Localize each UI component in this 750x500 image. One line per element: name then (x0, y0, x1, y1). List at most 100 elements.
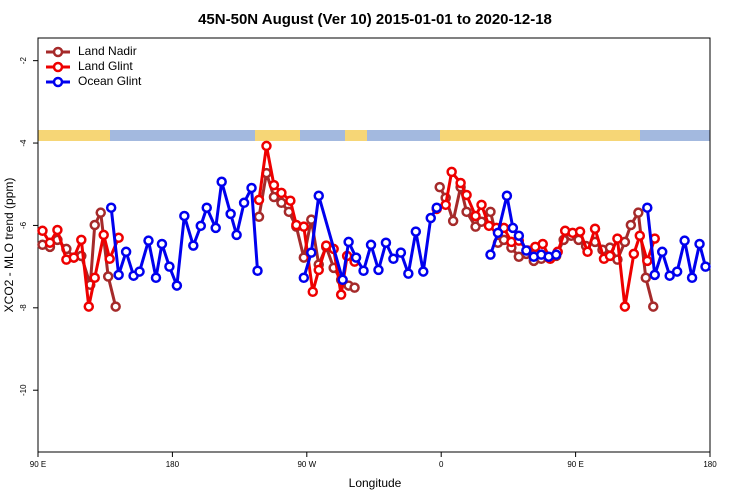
data-point (447, 215, 459, 227)
data-point (225, 208, 236, 220)
data-point (98, 229, 109, 241)
x-tick-label: 90 W (297, 460, 316, 469)
data-point (143, 235, 154, 246)
data-point (461, 206, 472, 218)
data-point (642, 255, 653, 267)
data-point (537, 238, 548, 250)
data-point (513, 230, 525, 241)
x-tick-label: 0 (439, 460, 444, 469)
data-point (501, 190, 513, 202)
data-point (195, 220, 207, 232)
data-point (102, 271, 114, 282)
data-point (253, 194, 265, 206)
data-point (395, 247, 407, 258)
land-band (345, 130, 367, 141)
data-point (365, 239, 377, 251)
data-point (156, 238, 168, 250)
data-point (335, 289, 347, 300)
land-band (440, 130, 640, 141)
data-point (44, 237, 56, 248)
data-point (268, 191, 280, 203)
data-point (201, 202, 212, 213)
land-band (38, 130, 110, 141)
data-point (582, 246, 593, 258)
data-point (298, 272, 310, 283)
data-point (612, 233, 623, 244)
x-tick-label: 90 E (30, 460, 46, 469)
data-point (589, 223, 601, 234)
data-point (648, 301, 659, 312)
data-point (425, 212, 436, 224)
data-point (461, 189, 472, 201)
data-point (231, 229, 242, 241)
x-axis-label: Longitude (349, 476, 402, 490)
data-point (238, 197, 250, 209)
data-point (298, 221, 310, 232)
data-point (268, 179, 280, 191)
data-point (307, 286, 319, 298)
data-point (358, 265, 369, 276)
data-point (642, 202, 653, 213)
x-tick-label: 90 E (567, 460, 583, 469)
data-point (619, 301, 631, 312)
data-point (633, 207, 644, 218)
data-point (550, 249, 562, 260)
data-point (476, 199, 487, 211)
y-tick-label: -2 (19, 57, 28, 65)
data-point (418, 266, 429, 277)
legend-marker (52, 76, 64, 88)
data-point (337, 274, 348, 286)
ocean-band (38, 130, 710, 141)
data-point (104, 253, 115, 265)
data-point (216, 176, 227, 188)
data-point (276, 197, 287, 209)
y-tick-label: -6 (19, 221, 28, 229)
data-point (306, 247, 317, 258)
data-point (485, 206, 496, 218)
data-point (253, 211, 265, 223)
y-tick-label: -8 (19, 304, 28, 312)
legend-label: Land Glint (78, 59, 133, 73)
data-point (188, 240, 199, 251)
legend-label: Land Nadir (78, 44, 137, 58)
data-point (694, 238, 705, 250)
x-tick-label: 180 (166, 460, 180, 469)
data-point (628, 248, 640, 260)
data-point (150, 272, 162, 283)
data-point (388, 253, 399, 265)
data-point (252, 265, 263, 276)
data-point (113, 269, 124, 281)
data-point (485, 249, 496, 260)
data-point (671, 266, 683, 277)
data-point (700, 261, 711, 272)
data-point (470, 210, 481, 222)
data-point (380, 237, 392, 248)
y-axis-label: XCO2 - MLO trend (ppm) (2, 178, 16, 313)
data-point (261, 140, 272, 152)
x-tick-label: 180 (703, 460, 717, 469)
data-point (110, 301, 121, 312)
data-point (134, 266, 145, 277)
legend-label: Ocean Glint (78, 74, 142, 88)
data-point (313, 190, 324, 202)
data-point (95, 207, 106, 218)
data-point (492, 227, 504, 239)
legend-marker (52, 61, 64, 73)
data-point (76, 234, 87, 246)
data-point (37, 225, 48, 237)
map-strip (38, 130, 710, 141)
data-point (246, 182, 257, 194)
data-point (210, 222, 221, 234)
data-point (649, 269, 660, 281)
data-point (403, 268, 414, 279)
data-point (440, 199, 451, 211)
data-point (664, 270, 675, 281)
data-point (640, 272, 652, 283)
data-point (507, 222, 519, 234)
data-point (276, 187, 287, 199)
data-point (285, 195, 296, 206)
data-point (105, 202, 117, 213)
data-point (574, 226, 586, 237)
